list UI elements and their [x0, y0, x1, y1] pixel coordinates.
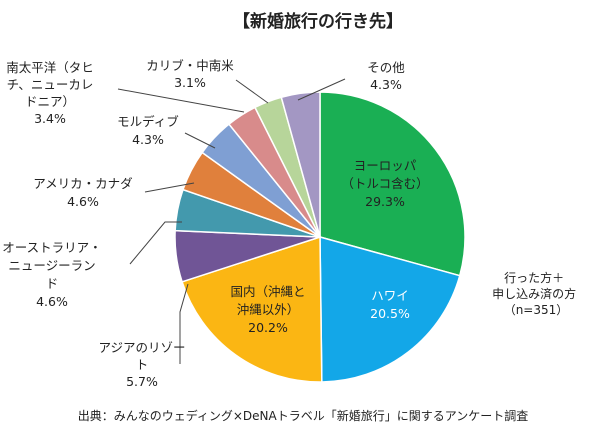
- slice-name-7-line-2: ドニア）: [25, 94, 75, 109]
- slice-label-9: その他 4.3%: [367, 60, 405, 92]
- slice-value-5: 4.6%: [67, 194, 99, 209]
- slice-name-9-line-0: その他: [367, 60, 405, 75]
- slice-value-7: 3.4%: [34, 111, 66, 126]
- leader-lines: [117, 78, 346, 364]
- slice-labels: ヨーロッパ （トルコ含む） 29.3% ハワイ 20.5% 国内（沖縄と沖縄以外） 20.2…: [2, 58, 428, 389]
- sample-note-line-2: 申し込み済の方: [492, 286, 576, 301]
- sample-note-line-1: 行った方＋: [504, 270, 564, 285]
- slice-label-5: アメリカ・カナダ 4.6%: [33, 176, 132, 209]
- pie-slice-0: [319, 91, 466, 277]
- slice-value-3: 5.7%: [126, 374, 158, 389]
- pie-slice-2: [181, 235, 323, 383]
- slice-name-3-line-0: アジアのリゾー: [98, 340, 185, 355]
- slice-name-6-line-0: モルディブ: [117, 114, 179, 129]
- slice-name-4-line-2: ド: [46, 276, 59, 291]
- slice-name-2-line-0: 国内（沖縄と: [230, 284, 305, 299]
- leader-line-4: [129, 221, 182, 265]
- slice-name-2-line-1: 沖縄以外）: [237, 302, 300, 317]
- slice-value-0: 29.3%: [365, 194, 405, 209]
- slice-label-4: オーストラリア・ニュージーランド 4.6%: [2, 240, 101, 309]
- slice-value-2: 20.2%: [248, 320, 288, 335]
- slice-value-9: 4.3%: [370, 77, 402, 92]
- leader-line-6: [184, 132, 216, 149]
- slice-label-8: カリブ・中南米 3.1%: [146, 58, 234, 90]
- slice-label-0: ヨーロッパ （トルコ含む） 29.3%: [341, 158, 428, 209]
- slice-value-1: 20.5%: [370, 306, 410, 321]
- slice-name-5-line-0: アメリカ・カナダ: [33, 176, 132, 191]
- leader-line-8: [235, 79, 269, 104]
- slice-name-0-line-0: ヨーロッパ: [354, 158, 417, 173]
- leader-line-3: [179, 283, 189, 364]
- pie-slice-9: [280, 91, 321, 238]
- slice-label-2: 国内（沖縄と沖縄以外） 20.2%: [230, 284, 305, 335]
- slice-name-7-line-1: チ、ニューカレ: [7, 77, 94, 92]
- leader-line-5: [144, 182, 195, 193]
- slice-label-3: アジアのリゾート 5.7%: [98, 340, 185, 389]
- sample-note-line-3: （n=351）: [504, 303, 569, 317]
- leader-line-7: [117, 88, 245, 113]
- slice-name-7-line-0: 南太平洋（タヒ: [6, 60, 94, 75]
- slice-value-6: 4.3%: [132, 132, 164, 147]
- slice-name-4-line-1: ニュージーラン: [8, 258, 95, 273]
- sample-note: 行った方＋ 申し込み済の方 （n=351）: [492, 270, 580, 317]
- leader-line-9: [297, 78, 346, 101]
- source-text: 出典：みんなのウェディング×DeNAトラベル「新婚旅行」に関するアンケート調査: [78, 408, 529, 423]
- slice-name-3-line-1: ト: [136, 357, 149, 372]
- slice-label-6: モルディブ 4.3%: [117, 114, 179, 147]
- slice-name-4-line-0: オーストラリア・: [2, 240, 101, 255]
- slice-name-8-line-0: カリブ・中南米: [146, 58, 234, 73]
- slice-name-0-line-1: （トルコ含む）: [341, 176, 428, 191]
- slice-value-8: 3.1%: [174, 75, 206, 90]
- slice-name-1-line-0: ハワイ: [371, 288, 409, 303]
- slice-value-4: 4.6%: [36, 294, 68, 309]
- pie-slices: [174, 91, 466, 383]
- chart-title: 【新婚旅行の行き先】: [233, 11, 403, 32]
- slice-label-7: 南太平洋（タヒチ、ニューカレドニア） 3.4%: [6, 60, 94, 126]
- pie-slice-1: [319, 236, 461, 383]
- slice-label-1: ハワイ 20.5%: [370, 288, 410, 321]
